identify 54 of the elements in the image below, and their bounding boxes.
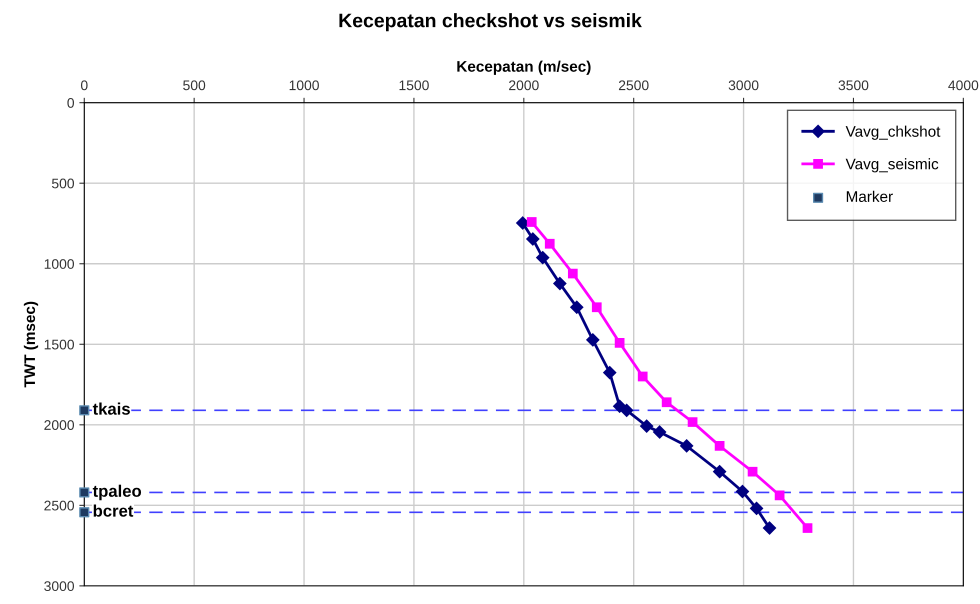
y-tick-label: 3000 (44, 581, 74, 592)
x-axis-title: Kecepatan (m/sec) (457, 60, 591, 75)
point (79, 487, 90, 498)
point (762, 521, 776, 535)
legend-label: Marker (846, 190, 893, 202)
point (713, 465, 726, 478)
point (736, 484, 750, 498)
x-tick-label: 1000 (290, 80, 319, 90)
point (544, 238, 555, 249)
point (638, 372, 648, 382)
x-tick-label: 2000 (509, 80, 539, 90)
x-tick-label: 0 (80, 80, 88, 90)
legend-label: Vavg_chkshot (846, 126, 940, 140)
point (688, 417, 698, 427)
point (568, 268, 578, 278)
point (748, 466, 758, 477)
point (620, 404, 634, 417)
x-tick-label: 1500 (400, 80, 429, 90)
point (653, 425, 666, 439)
y-tick-label: 2000 (44, 420, 74, 430)
y-tick-label: 0 (67, 98, 74, 108)
point (750, 502, 764, 515)
x-tick-label: 2500 (618, 80, 649, 90)
point (680, 439, 694, 452)
y-tick-label: 1500 (44, 340, 74, 350)
point (526, 217, 537, 227)
y-tick-label: 1000 (44, 259, 74, 269)
point (714, 441, 724, 451)
point (536, 251, 550, 264)
point (603, 366, 616, 380)
point (614, 338, 624, 348)
y-axis-title: TWT (msec) (24, 302, 38, 388)
ref-line-label: bcret (94, 504, 134, 517)
point (553, 276, 566, 290)
point (570, 300, 584, 314)
point (774, 490, 784, 500)
x-tick-label: 3500 (838, 80, 868, 90)
point (662, 397, 672, 408)
y-tick-label: 2500 (44, 500, 74, 511)
x-tick-label: 4000 (948, 80, 978, 90)
point (592, 302, 602, 312)
point (802, 523, 812, 533)
x-tick-label: 3000 (728, 80, 758, 90)
y-tick-label: 500 (52, 178, 74, 188)
legend-label: Vavg_seismic (846, 158, 938, 172)
ref-line-label: tpaleo (92, 484, 142, 500)
chart-title: Kecepatan checkshot vs seismik (339, 13, 642, 32)
x-tick-label: 500 (183, 80, 206, 90)
point (79, 507, 90, 518)
point (526, 232, 540, 246)
point (79, 405, 90, 416)
point (640, 420, 654, 433)
point (586, 333, 600, 347)
ref-line-label: tkais (92, 402, 130, 415)
